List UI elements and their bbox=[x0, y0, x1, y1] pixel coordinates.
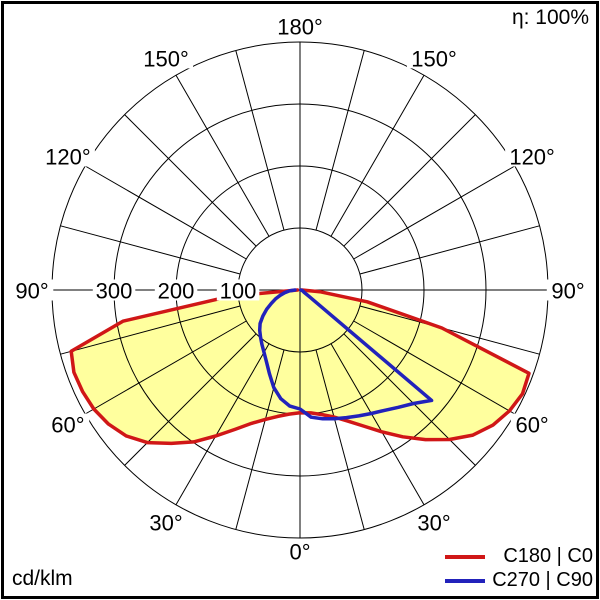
angle-label-90-left: 90° bbox=[15, 279, 48, 304]
angle-label-120-left: 120° bbox=[45, 145, 91, 170]
angle-label-30-right: 30° bbox=[417, 511, 450, 536]
angle-label-0-bg bbox=[284, 540, 316, 562]
angle-label-90-left-bg bbox=[10, 279, 54, 301]
radial-tick-label-100: 100 bbox=[220, 279, 257, 304]
grid-spoke-210 bbox=[175, 74, 270, 237]
grid-spoke-240 bbox=[84, 165, 247, 260]
grid-spoke-45 bbox=[343, 333, 476, 466]
grid-spoke-105 bbox=[359, 225, 540, 275]
angle-label-0: 0° bbox=[289, 540, 310, 565]
legend-swatch-c180-c0 bbox=[445, 555, 485, 559]
label-layer: 100 200 300 0° 30° 30° 60° 60° 90° 90° 120° 120° 150… bbox=[10, 15, 590, 565]
angle-label-60-right: 60° bbox=[515, 413, 548, 438]
angle-label-150-right-bg bbox=[407, 47, 461, 69]
angle-label-60-right-bg bbox=[510, 413, 554, 435]
angle-label-180: 180° bbox=[277, 15, 323, 40]
radial-tick-label-300-bg bbox=[92, 279, 136, 301]
grid-spoke-300 bbox=[84, 320, 247, 415]
grid-spoke-15 bbox=[315, 349, 365, 530]
curve-layer bbox=[69, 288, 531, 446]
angle-label-120-left-bg bbox=[40, 145, 95, 167]
grid-spoke-165 bbox=[315, 50, 365, 231]
grid-spoke-120 bbox=[353, 165, 516, 260]
radial-tick-label-300: 300 bbox=[96, 279, 133, 304]
angle-label-30-left: 30° bbox=[149, 511, 182, 536]
legend-label: C270 | C90 bbox=[492, 569, 593, 591]
efficiency-label: η: 100% bbox=[511, 6, 589, 29]
grid-spoke-345 bbox=[235, 349, 285, 530]
grid-spoke-60 bbox=[353, 320, 516, 415]
angle-label-150-left-bg bbox=[139, 47, 193, 69]
grid-spoke-30 bbox=[330, 343, 425, 506]
grid-spoke-285 bbox=[60, 305, 241, 355]
radial-tick-label-200-bg bbox=[154, 279, 198, 301]
angle-label-150-right: 150° bbox=[411, 46, 457, 71]
grid-spoke-195 bbox=[235, 50, 285, 231]
legend-item-c180-c0: C180 | C0 bbox=[503, 545, 593, 567]
c270-c90-curve bbox=[257, 288, 434, 421]
grid-spoke-255 bbox=[60, 225, 241, 275]
unit-label: cd/klm bbox=[12, 567, 73, 590]
grid-spoke-150 bbox=[330, 74, 425, 237]
angle-label-120-right: 120° bbox=[509, 145, 555, 170]
angle-label-150-left: 150° bbox=[143, 46, 189, 71]
angle-label-30-left-bg bbox=[144, 511, 188, 533]
grid-spoke-225 bbox=[124, 114, 257, 247]
radial-tick-label-200: 200 bbox=[158, 279, 195, 304]
angle-label-180-bg bbox=[273, 15, 327, 37]
grid-spoke-330 bbox=[175, 343, 270, 506]
radial-tick-label-100-bg bbox=[216, 279, 260, 301]
angle-label-60-left-bg bbox=[46, 413, 90, 435]
c180-c0-curve bbox=[69, 288, 531, 446]
legend-swatch-c270-c90 bbox=[445, 579, 485, 583]
legend-item-c270-c90: C270 | C90 bbox=[492, 569, 593, 591]
angle-label-120-right-bg bbox=[505, 145, 560, 167]
angle-label-90-right: 90° bbox=[551, 279, 584, 304]
angle-label-60-left: 60° bbox=[51, 413, 84, 438]
grid-spoke-135 bbox=[343, 114, 476, 247]
legend-label: C180 | C0 bbox=[503, 545, 593, 567]
angle-label-30-right-bg bbox=[412, 511, 456, 533]
angle-label-90-right-bg bbox=[546, 279, 590, 301]
